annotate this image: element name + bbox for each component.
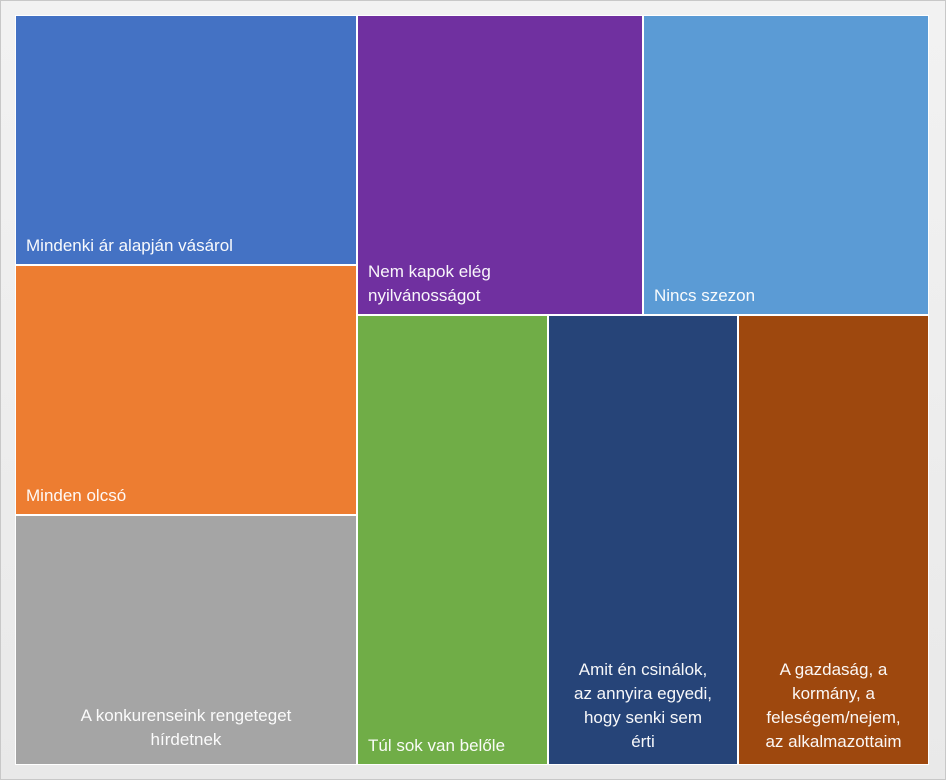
treemap-tile-konkurenseink: A konkurenseink rengeteget hírdetnek <box>15 515 357 765</box>
tile-label-nyilvanossag: Nem kapok elég nyilvánosságot <box>368 262 491 305</box>
treemap-tile-minden-olcso: Minden olcsó <box>15 265 357 515</box>
treemap-tile-ar-alapjan: Mindenki ár alapján vásárol <box>15 15 357 265</box>
tile-label-ar-alapjan: Mindenki ár alapján vásárol <box>26 236 233 255</box>
tile-label-gazdasag: A gazdaság, a kormány, a feleségem/nejem… <box>765 660 902 751</box>
treemap-tile-nincs-szezon: Nincs szezon <box>643 15 929 315</box>
tile-label-konkurenseink: A konkurenseink rengeteget hírdetnek <box>80 706 292 749</box>
treemap-tile-nyilvanossag: Nem kapok elég nyilvánosságot <box>357 15 643 315</box>
tile-label-minden-olcso: Minden olcsó <box>26 486 127 505</box>
tile-label-egyedi: Amit én csinálok, az annyira egyedi, hog… <box>574 660 712 751</box>
treemap-tile-egyedi: Amit én csinálok, az annyira egyedi, hog… <box>548 315 738 765</box>
treemap-plot-area: Mindenki ár alapján vásárol Minden olcsó… <box>15 15 929 765</box>
tile-label-tul-sok: Túl sok van belőle <box>368 736 506 755</box>
treemap-tile-gazdasag: A gazdaság, a kormány, a feleségem/nejem… <box>738 315 929 765</box>
treemap-tile-tul-sok: Túl sok van belőle <box>357 315 548 765</box>
tile-label-nincs-szezon: Nincs szezon <box>654 286 756 305</box>
